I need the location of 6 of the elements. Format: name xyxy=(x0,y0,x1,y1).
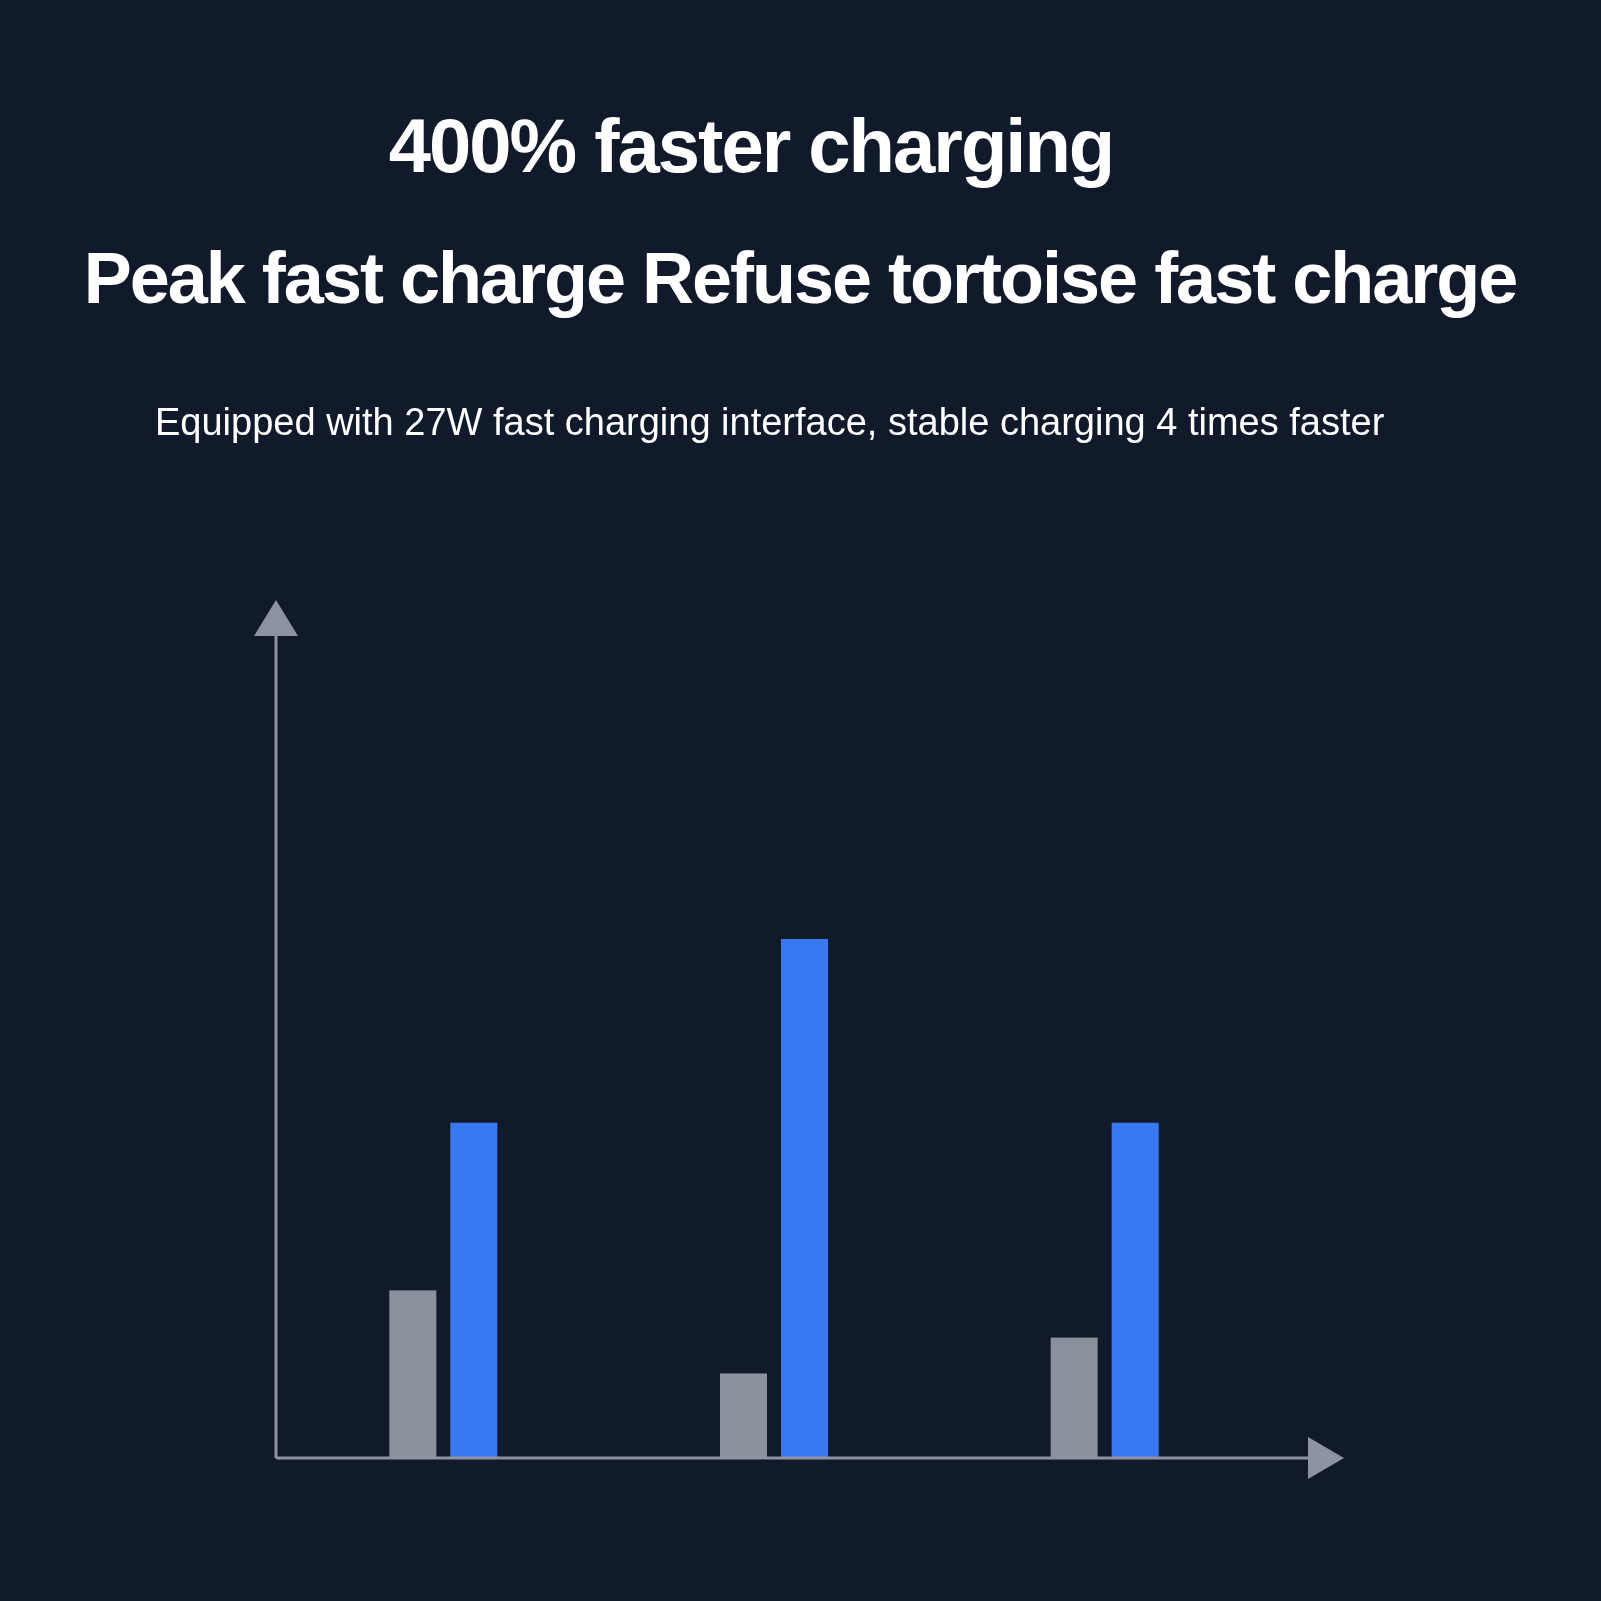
chart-title: 400% faster charging xyxy=(388,103,1114,188)
bar xyxy=(450,1122,498,1458)
bar xyxy=(1111,1122,1159,1458)
text: Equipped with 27W fast charging interface, stable charging 4 times faster xyxy=(155,401,1385,443)
chart-subtitle: Peak fast charge Refuse tortoise fast charge xyxy=(83,238,1517,318)
bar xyxy=(781,939,828,1458)
